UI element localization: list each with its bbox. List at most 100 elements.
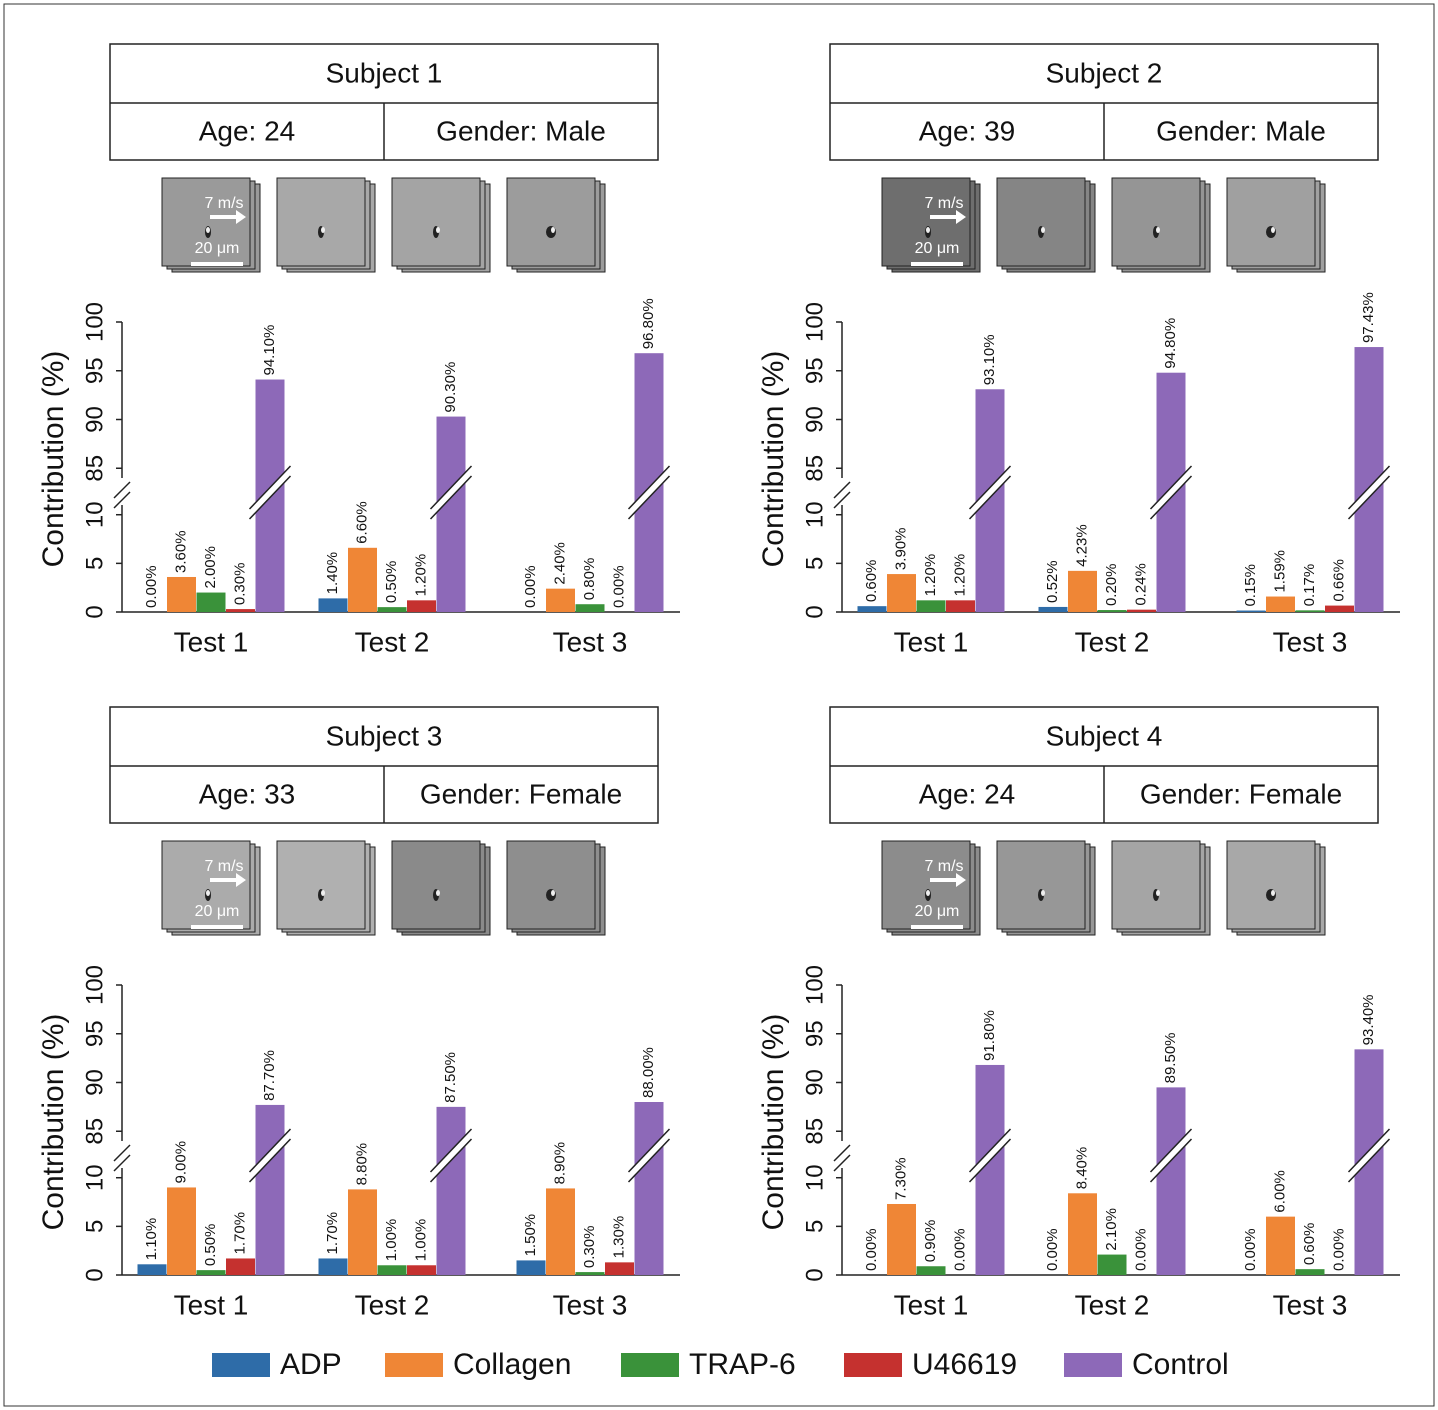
value-label: 91.80% bbox=[981, 1010, 998, 1061]
axis-break bbox=[114, 1145, 130, 1161]
cell-glow bbox=[926, 890, 930, 896]
bar bbox=[1157, 1087, 1186, 1275]
x-tick-label: Test 1 bbox=[894, 1289, 969, 1320]
value-label: 0.50% bbox=[202, 1224, 219, 1267]
x-tick-label: Test 3 bbox=[553, 626, 628, 657]
value-label: 0.30% bbox=[581, 1226, 598, 1269]
value-label: 0.60% bbox=[1301, 1223, 1318, 1266]
cell-glow bbox=[1156, 227, 1160, 233]
value-label: 1.10% bbox=[143, 1218, 160, 1261]
value-label: 4.23% bbox=[1073, 524, 1090, 567]
bar bbox=[1266, 597, 1295, 612]
cell-glow bbox=[436, 890, 440, 896]
cell-glow bbox=[206, 890, 210, 896]
value-label: 0.17% bbox=[1301, 564, 1318, 607]
value-label: 1.20% bbox=[951, 554, 968, 597]
gender: Gender: Male bbox=[436, 115, 606, 146]
y-tick-label: 95 bbox=[801, 1020, 828, 1047]
bar bbox=[1325, 606, 1354, 612]
cell bbox=[1266, 889, 1276, 901]
value-label: 96.80% bbox=[640, 298, 657, 349]
y-axis-label: Contribution (%) bbox=[37, 1014, 70, 1231]
legend-swatch bbox=[1064, 1353, 1122, 1377]
legend-label: ADP bbox=[280, 1348, 342, 1381]
cell-glow bbox=[551, 890, 555, 896]
y-tick-label: 5 bbox=[801, 557, 828, 570]
value-label: 6.60% bbox=[353, 501, 370, 544]
value-label: 0.80% bbox=[581, 558, 598, 601]
bar bbox=[167, 577, 196, 612]
image-frame bbox=[392, 841, 480, 929]
y-tick-label: 90 bbox=[801, 1069, 828, 1096]
subject-title: Subject 3 bbox=[326, 720, 443, 751]
gender: Gender: Female bbox=[1140, 778, 1342, 809]
value-label: 87.70% bbox=[261, 1050, 278, 1101]
legend-label: Collagen bbox=[453, 1348, 571, 1381]
scale-bar bbox=[911, 262, 963, 266]
bar bbox=[546, 1188, 575, 1275]
cell-glow bbox=[1041, 227, 1045, 233]
x-tick-label: Test 1 bbox=[174, 1289, 249, 1320]
bar bbox=[1098, 1255, 1127, 1275]
value-label: 0.00% bbox=[143, 565, 160, 608]
bar bbox=[378, 607, 407, 612]
y-tick-label: 10 bbox=[801, 501, 828, 528]
gender: Gender: Male bbox=[1156, 115, 1326, 146]
bar bbox=[319, 1258, 348, 1275]
value-label: 0.24% bbox=[1132, 563, 1149, 606]
bar bbox=[858, 606, 887, 612]
image-frame bbox=[1112, 178, 1200, 266]
y-axis-label: Contribution (%) bbox=[757, 351, 790, 568]
bar bbox=[197, 593, 226, 612]
axis-break bbox=[834, 482, 850, 498]
cell-glow bbox=[321, 890, 325, 896]
legend-swatch bbox=[844, 1353, 902, 1377]
value-label: 1.00% bbox=[383, 1219, 400, 1262]
y-tick-label: 0 bbox=[81, 605, 108, 618]
bar bbox=[1068, 1193, 1097, 1275]
image-frame bbox=[1227, 841, 1315, 929]
value-label: 6.00% bbox=[1271, 1170, 1288, 1213]
value-label: 0.50% bbox=[383, 561, 400, 604]
image-frame bbox=[277, 841, 365, 929]
value-label: 0.20% bbox=[1103, 564, 1120, 607]
cell bbox=[546, 226, 556, 238]
axis-break bbox=[114, 482, 130, 498]
bar bbox=[1266, 1217, 1295, 1275]
x-tick-label: Test 3 bbox=[1273, 626, 1348, 657]
value-label: 0.00% bbox=[951, 1228, 968, 1271]
y-axis-label: Contribution (%) bbox=[37, 351, 70, 568]
cell-glow bbox=[1271, 890, 1275, 896]
bar bbox=[1098, 610, 1127, 612]
y-tick-label: 5 bbox=[801, 1220, 828, 1233]
image-frame bbox=[392, 178, 480, 266]
scale-label: 20 μm bbox=[915, 903, 960, 920]
y-tick-label: 100 bbox=[81, 965, 108, 1005]
value-label: 1.40% bbox=[324, 552, 341, 595]
figure: Subject 1Age: 24Gender: Male7 m/s20 μmCo… bbox=[0, 0, 1438, 1410]
cell bbox=[546, 889, 556, 901]
x-tick-label: Test 1 bbox=[174, 626, 249, 657]
value-label: 1.20% bbox=[922, 554, 939, 597]
value-label: 0.00% bbox=[1044, 1228, 1061, 1271]
x-tick-label: Test 2 bbox=[1075, 626, 1150, 657]
scale-bar bbox=[191, 925, 243, 929]
bar bbox=[635, 1102, 664, 1275]
bar bbox=[407, 600, 436, 612]
value-label: 0.60% bbox=[863, 560, 880, 603]
bar bbox=[226, 609, 255, 612]
cell-glow bbox=[1041, 890, 1045, 896]
scale-bar bbox=[191, 262, 243, 266]
value-label: 8.80% bbox=[353, 1143, 370, 1186]
legend-swatch bbox=[385, 1353, 443, 1377]
value-label: 1.59% bbox=[1271, 550, 1288, 593]
y-tick-label: 85 bbox=[801, 455, 828, 482]
bar bbox=[917, 1266, 946, 1275]
y-tick-label: 100 bbox=[801, 965, 828, 1005]
value-label: 88.00% bbox=[640, 1047, 657, 1098]
y-tick-label: 90 bbox=[81, 1069, 108, 1096]
bar bbox=[407, 1265, 436, 1275]
x-tick-label: Test 2 bbox=[355, 1289, 430, 1320]
y-tick-label: 95 bbox=[801, 357, 828, 384]
value-label: 8.90% bbox=[551, 1142, 568, 1185]
